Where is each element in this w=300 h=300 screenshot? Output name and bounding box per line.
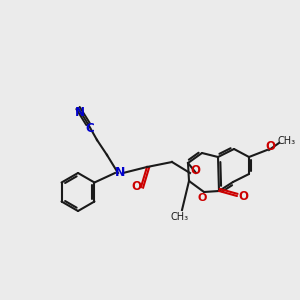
Text: O: O bbox=[265, 140, 275, 152]
Text: O: O bbox=[238, 190, 248, 202]
Text: CH₃: CH₃ bbox=[278, 136, 296, 146]
Text: O: O bbox=[131, 181, 141, 194]
Text: N: N bbox=[75, 106, 85, 118]
Text: N: N bbox=[115, 167, 125, 179]
Text: O: O bbox=[197, 193, 207, 203]
Text: C: C bbox=[85, 122, 94, 136]
Text: O: O bbox=[190, 164, 200, 178]
Text: CH₃: CH₃ bbox=[171, 212, 189, 222]
